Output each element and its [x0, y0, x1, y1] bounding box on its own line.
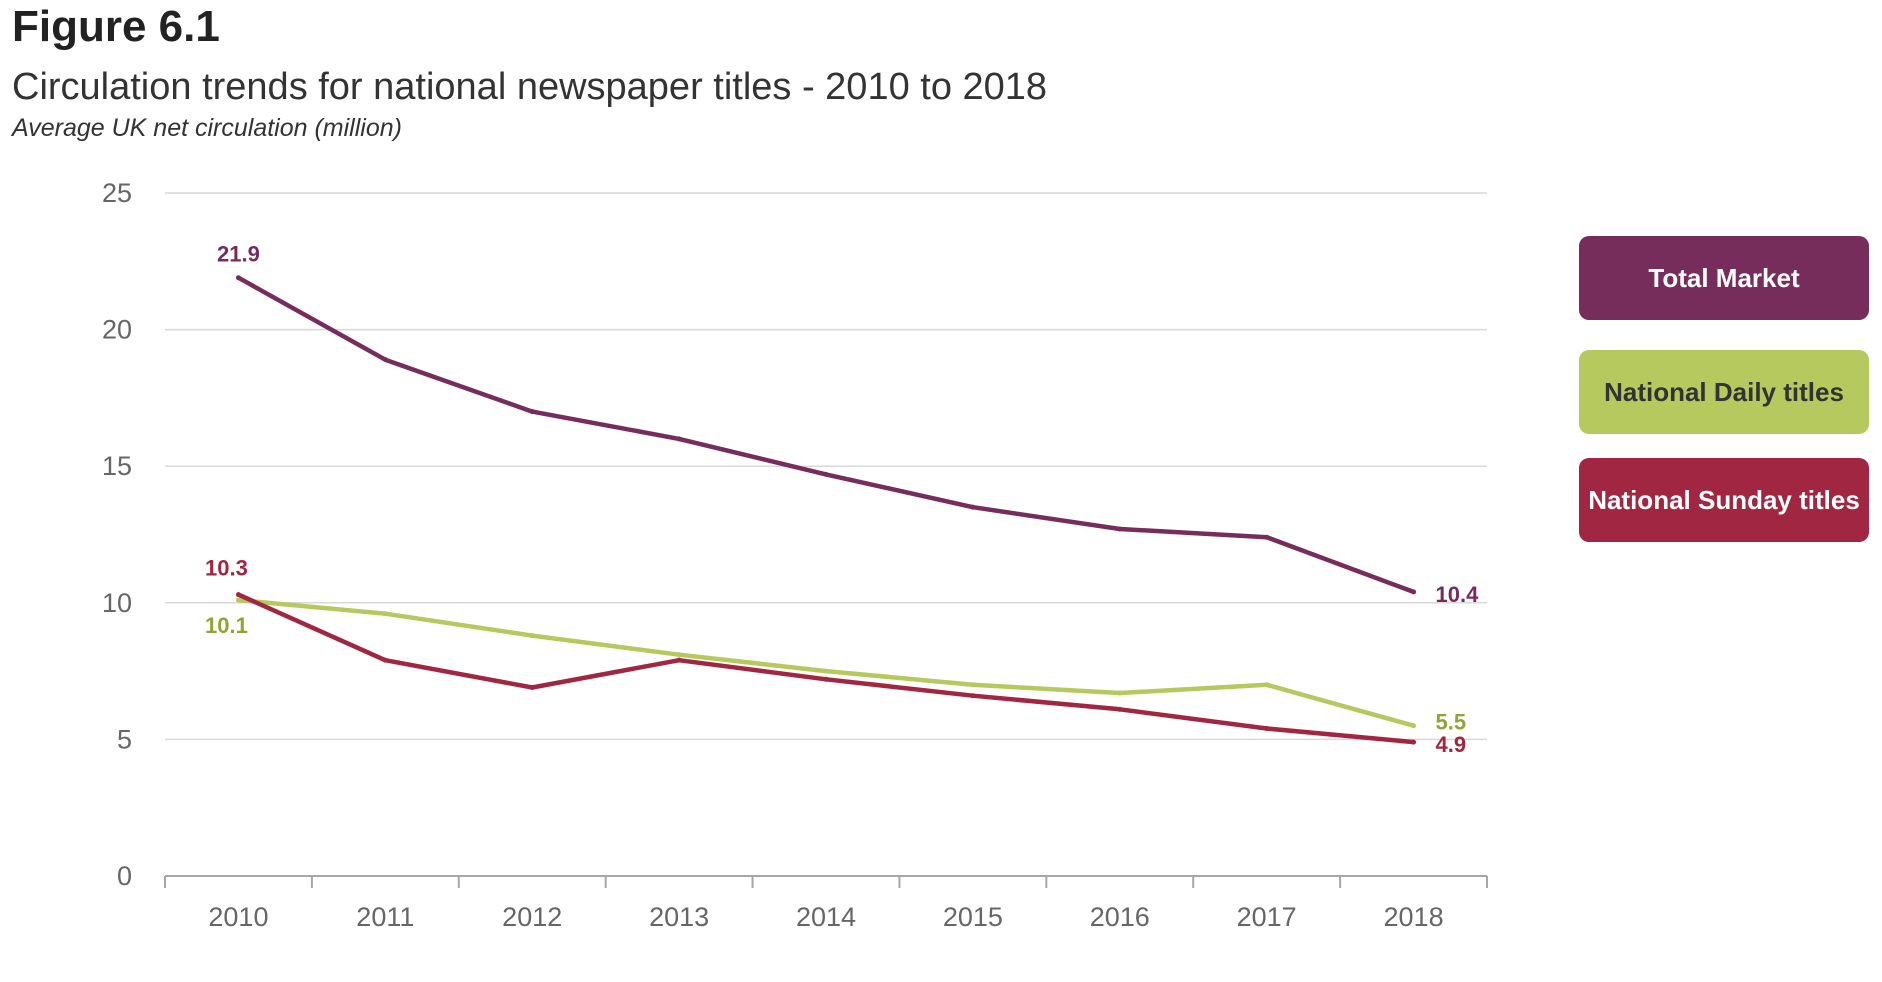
y-tick-label: 10 [102, 588, 132, 618]
data-point-national-sunday-titles [382, 657, 388, 663]
data-point-national-daily-titles [529, 633, 535, 639]
y-tick-label: 0 [117, 861, 132, 891]
legend-item-national-daily-titles: National Daily titles [1579, 350, 1869, 434]
data-point-national-sunday-titles [970, 693, 976, 699]
x-tick-label: 2011 [356, 902, 414, 932]
figure-label: Figure 6.1 [12, 2, 220, 51]
x-tick-label: 2018 [1384, 902, 1444, 932]
data-label: 10.1 [205, 613, 248, 638]
data-point-total-market [1411, 589, 1417, 595]
axes: 0 5 10 15 20 25 2010 2011 2012 2013 2014 2015 2016 20… [102, 178, 1488, 932]
data-point-national-daily-titles [823, 668, 829, 674]
y-tick-label: 25 [102, 178, 132, 208]
y-tick-label: 15 [102, 451, 132, 481]
legend-item-total-market: Total Market [1579, 236, 1869, 320]
legend-label: National Daily titles [1604, 376, 1844, 407]
data-point-national-sunday-titles [1264, 725, 1270, 731]
data-point-total-market [382, 357, 388, 363]
y-tick-label: 5 [117, 724, 132, 754]
data-point-total-market [529, 409, 535, 415]
x-tick-label: 2013 [649, 902, 709, 932]
data-label: 10.4 [1436, 582, 1480, 607]
data-point-total-market [1117, 526, 1123, 532]
data-point-national-daily-titles [382, 611, 388, 617]
legend-label: Total Market [1648, 262, 1800, 293]
data-point-national-sunday-titles [676, 657, 682, 663]
gridlines [165, 192, 1487, 741]
data-point-national-sunday-titles [529, 684, 535, 690]
series-lines [235, 275, 1417, 745]
series-line-national-daily-titles [236, 597, 1416, 728]
chart-title: Circulation trends for national newspape… [12, 66, 1048, 108]
data-point-total-market [970, 504, 976, 510]
series-line-total-market [236, 275, 1416, 595]
data-label: 4.9 [1436, 732, 1467, 757]
y-tick-label: 20 [102, 315, 132, 345]
data-point-national-daily-titles [1117, 690, 1123, 696]
legend-label: National Sunday titles [1588, 484, 1860, 515]
data-point-national-sunday-titles [1117, 706, 1123, 712]
data-point-national-daily-titles [1264, 682, 1270, 688]
data-label: 10.3 [205, 556, 248, 581]
data-point-total-market [823, 471, 829, 477]
data-point-national-daily-titles [1411, 723, 1417, 729]
data-point-total-market [1264, 534, 1270, 540]
data-point-national-daily-titles [970, 682, 976, 688]
data-point-national-sunday-titles [823, 676, 829, 682]
legend-item-national-sunday-titles: National Sunday titles [1579, 458, 1869, 542]
data-point-total-market [676, 436, 682, 442]
data-label: 5.5 [1436, 710, 1467, 735]
x-tick-label: 2016 [1090, 902, 1150, 932]
chart-subtitle: Average UK net circulation (million) [12, 114, 402, 142]
data-point-national-daily-titles [235, 597, 241, 603]
data-label: 21.9 [217, 242, 260, 267]
data-labels: 21.9 10.4 10.1 5.5 10.3 4.9 [205, 242, 1479, 757]
data-point-total-market [235, 275, 241, 281]
x-tick-label: 2017 [1237, 902, 1297, 932]
x-tick-label: 2012 [502, 902, 562, 932]
x-tick-label: 2014 [796, 902, 856, 932]
x-tick-label: 2010 [208, 902, 268, 932]
data-point-national-sunday-titles [1411, 739, 1417, 745]
data-point-national-sunday-titles [235, 592, 241, 598]
x-tick-label: 2015 [943, 902, 1003, 932]
data-point-national-daily-titles [676, 652, 682, 658]
